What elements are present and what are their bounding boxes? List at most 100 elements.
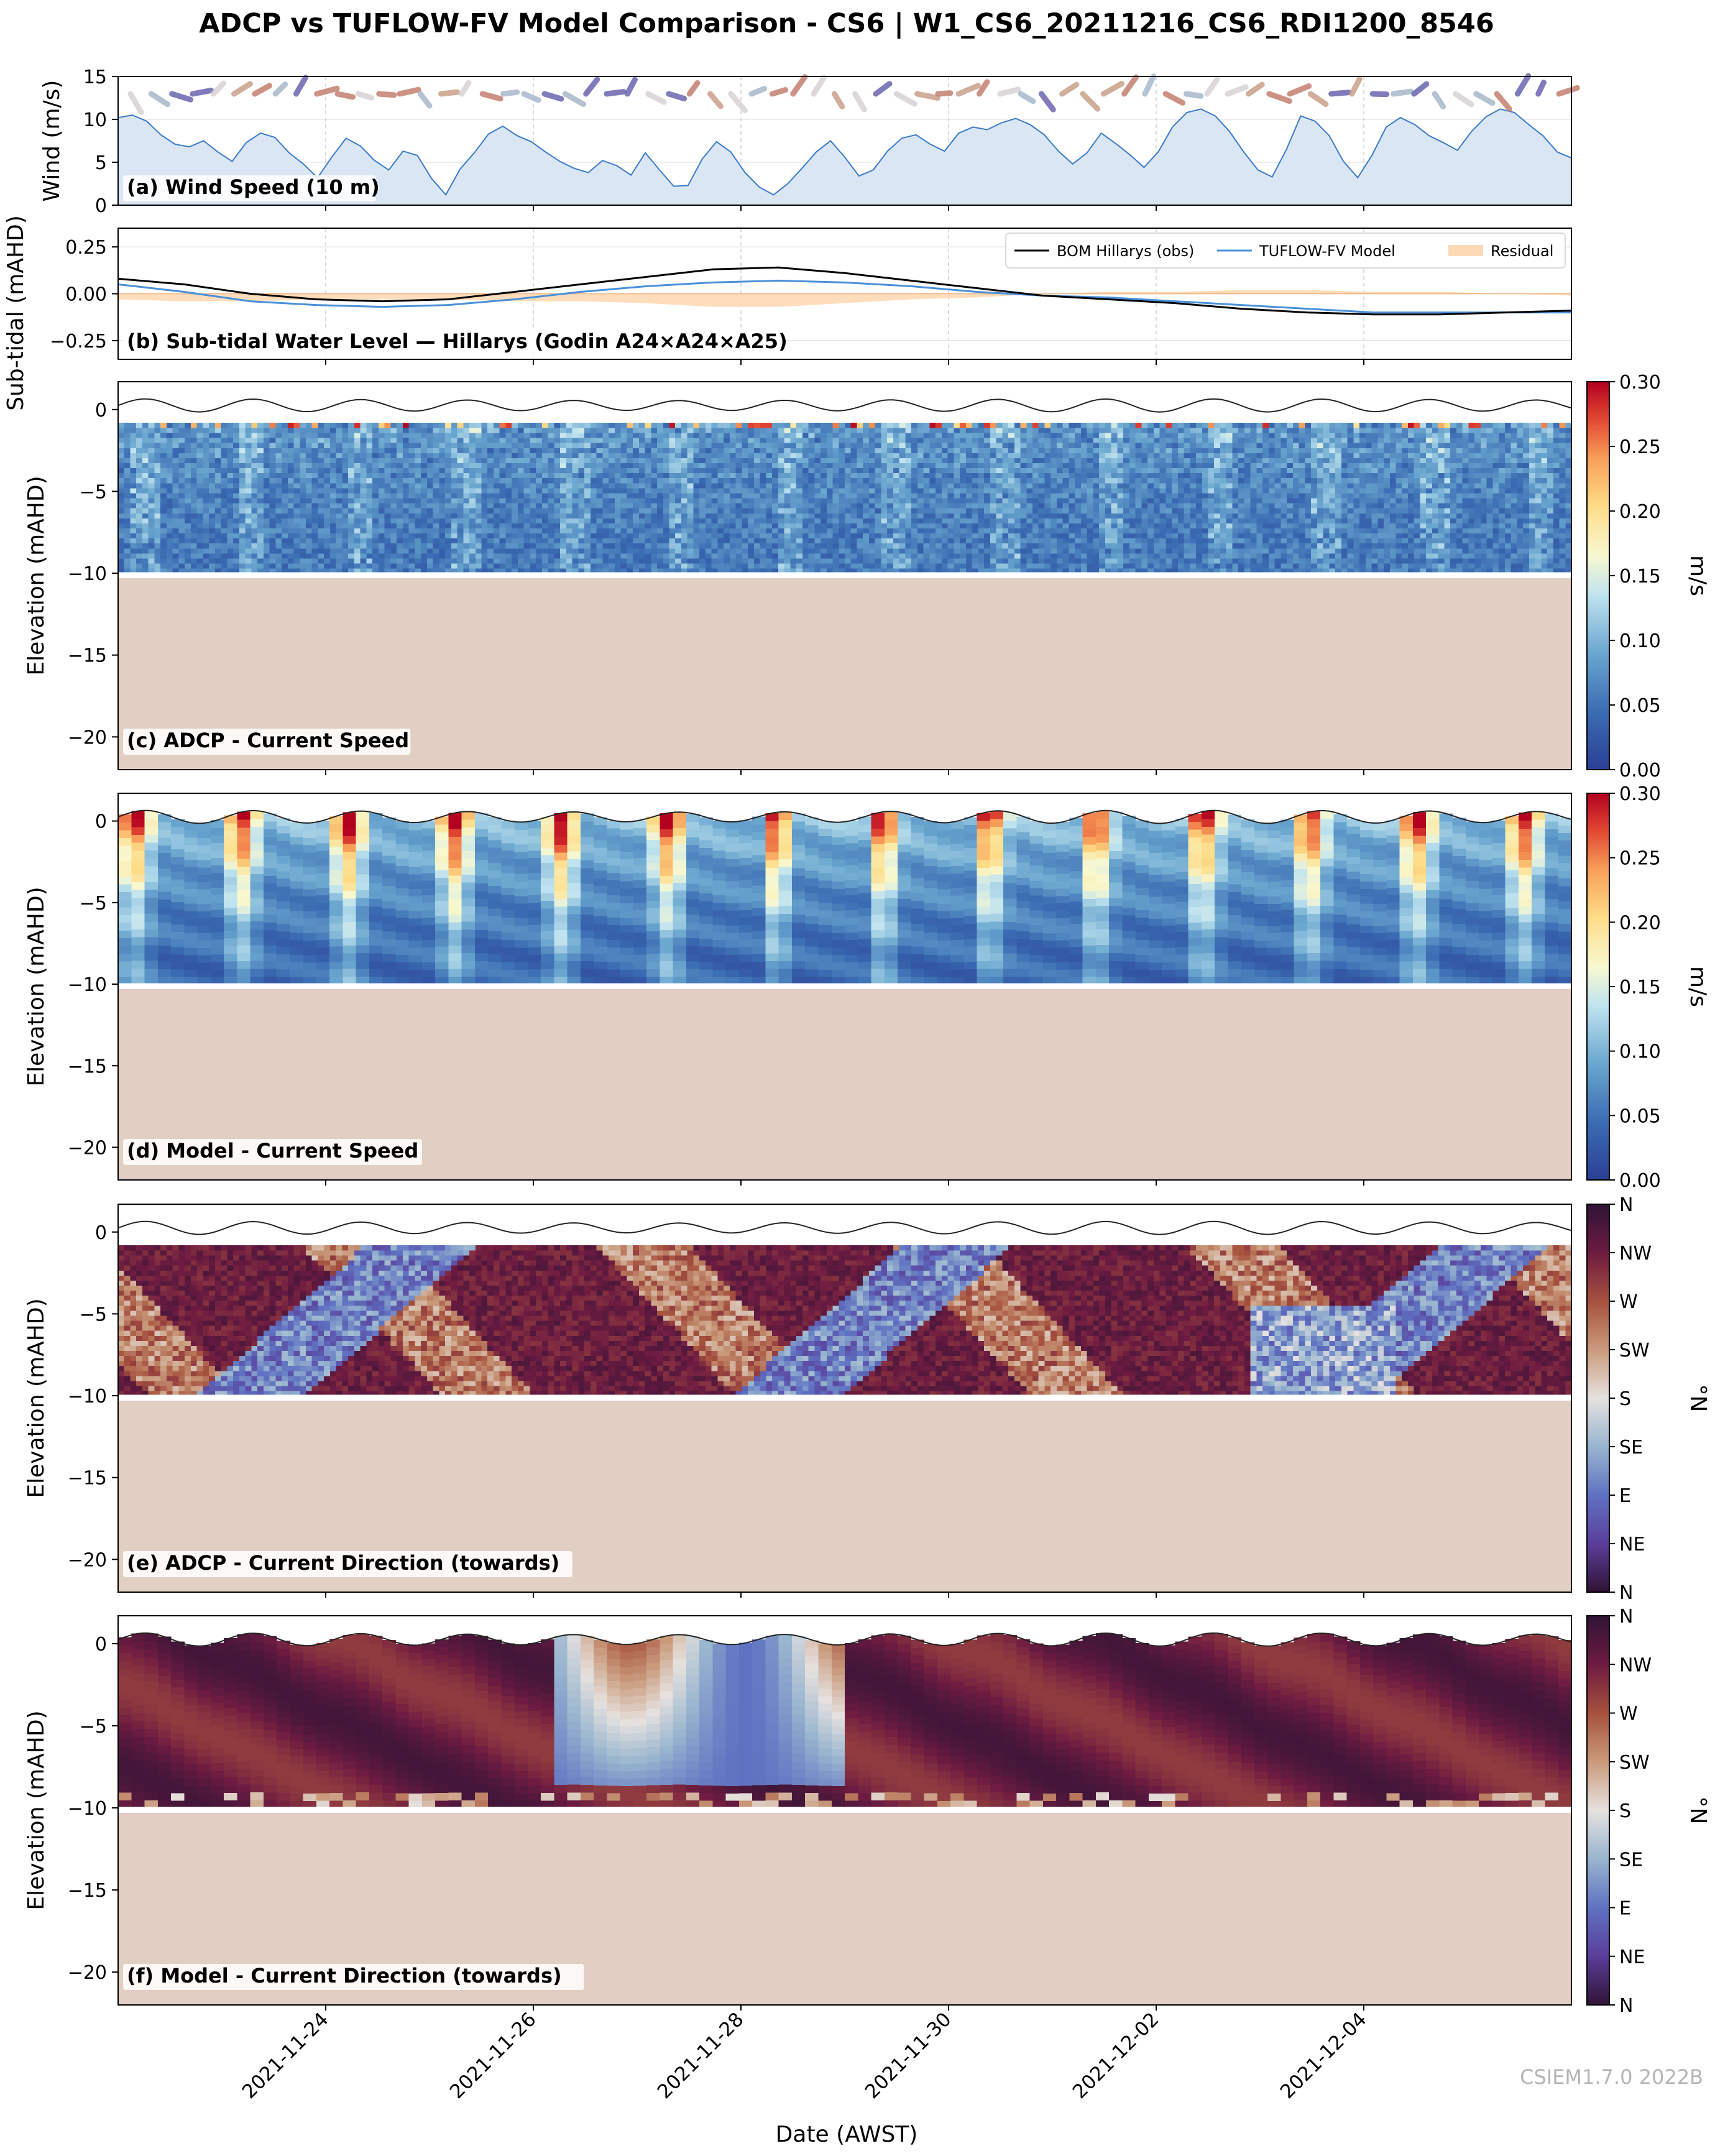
- heatmap-cell: [729, 443, 737, 448]
- heatmap-cell: [421, 543, 428, 549]
- heatmap-cell: [748, 497, 755, 504]
- heatmap-cell: [354, 432, 361, 438]
- heatmap-cell: [560, 448, 567, 453]
- heatmap-cell: [996, 422, 1003, 428]
- heatmap-cell: [1075, 568, 1082, 574]
- heatmap-cell: [1075, 558, 1082, 564]
- heatmap-cell: [360, 482, 367, 489]
- heatmap-cell: [850, 523, 858, 528]
- heatmap-cell: [893, 548, 900, 554]
- heatmap-cell: [687, 453, 694, 458]
- heatmap-cell: [548, 468, 554, 474]
- heatmap-cell: [426, 432, 434, 438]
- heatmap-cell: [1075, 563, 1082, 569]
- heatmap-cell: [1051, 472, 1057, 479]
- heatmap-cell: [905, 432, 912, 438]
- heatmap-cell: [923, 468, 930, 474]
- heatmap-cell: [778, 453, 785, 458]
- heatmap-cell: [481, 422, 488, 428]
- heatmap-cell: [342, 553, 349, 559]
- heatmap-cell: [960, 432, 967, 438]
- heatmap-cell: [705, 513, 712, 518]
- heatmap-cell: [439, 487, 446, 494]
- heatmap-cell: [929, 453, 936, 458]
- heatmap-cell: [214, 513, 222, 518]
- heatmap-cell: [753, 513, 761, 518]
- heatmap-cell: [263, 528, 270, 534]
- heatmap-cell: [766, 432, 773, 438]
- heatmap-cell: [360, 497, 367, 504]
- heatmap-cell: [311, 453, 319, 458]
- heatmap-cell: [366, 563, 373, 569]
- heatmap-cell: [772, 523, 779, 528]
- heatmap-cell: [663, 558, 670, 564]
- heatmap-cell: [602, 463, 609, 469]
- heatmap-cell: [620, 482, 627, 489]
- heatmap-cell: [384, 482, 391, 489]
- heatmap-cell: [463, 523, 470, 528]
- heatmap-cell: [408, 448, 415, 453]
- heatmap-cell: [699, 468, 706, 474]
- heatmap-cell: [868, 508, 876, 514]
- heatmap-cell: [390, 563, 397, 569]
- heatmap-cell: [1020, 563, 1027, 569]
- heatmap-cell: [445, 487, 452, 494]
- heatmap-cell: [633, 492, 640, 499]
- heatmap-cell: [711, 427, 719, 433]
- heatmap-cell: [578, 508, 585, 514]
- heatmap-cell: [185, 448, 191, 453]
- heatmap-cell: [560, 497, 567, 504]
- heatmap-cell: [790, 558, 797, 564]
- heatmap-cell: [748, 508, 755, 514]
- heatmap-cell: [397, 472, 403, 479]
- heatmap-cell: [845, 472, 852, 479]
- heatmap-cell: [1008, 513, 1015, 518]
- heatmap-cell: [257, 427, 264, 433]
- heatmap-cell: [336, 503, 343, 509]
- heatmap-cell: [717, 553, 724, 559]
- heatmap-cell: [821, 558, 827, 564]
- heatmap-cell: [354, 563, 361, 569]
- heatmap-cell: [645, 563, 651, 569]
- heatmap-cell: [209, 543, 216, 549]
- heatmap-cell: [821, 472, 827, 479]
- heatmap-cell: [203, 533, 209, 539]
- heatmap-cell: [360, 463, 367, 469]
- heatmap-cell: [185, 453, 191, 458]
- heatmap-cell: [481, 528, 488, 534]
- heatmap-cell: [742, 533, 748, 539]
- heatmap-cell: [245, 513, 252, 518]
- heatmap-cell: [451, 477, 458, 484]
- heatmap-cell: [329, 472, 337, 479]
- heatmap-cell: [663, 553, 670, 559]
- heatmap-cell: [178, 548, 185, 554]
- heatmap-cell: [318, 463, 324, 469]
- heatmap-cell: [196, 503, 203, 509]
- heatmap-cell: [832, 528, 839, 534]
- heatmap-cell: [887, 427, 894, 433]
- heatmap-cell: [451, 468, 458, 474]
- heatmap-cell: [390, 472, 397, 479]
- heatmap-cell: [402, 422, 410, 428]
- heatmap-cell: [354, 438, 361, 443]
- heatmap-cell: [311, 508, 319, 514]
- heatmap-cell: [947, 523, 954, 528]
- heatmap-cell: [669, 432, 676, 438]
- heatmap-cell: [415, 528, 421, 534]
- heatmap-cell: [360, 523, 367, 528]
- heatmap-cell: [311, 553, 319, 559]
- heatmap-cell: [251, 453, 258, 458]
- heatmap-cell: [287, 448, 295, 453]
- heatmap-cell: [923, 568, 930, 574]
- heatmap-cell: [433, 453, 439, 458]
- heatmap-cell: [790, 443, 797, 448]
- heatmap-cell: [493, 427, 500, 433]
- heatmap-cell: [560, 438, 567, 443]
- heatmap-cell: [390, 543, 397, 549]
- heatmap-cell: [936, 528, 942, 534]
- heatmap-cell: [245, 568, 252, 574]
- heatmap-cell: [899, 458, 906, 464]
- heatmap-cell: [645, 553, 651, 559]
- heatmap-cell: [348, 518, 355, 523]
- heatmap-cell: [517, 497, 525, 504]
